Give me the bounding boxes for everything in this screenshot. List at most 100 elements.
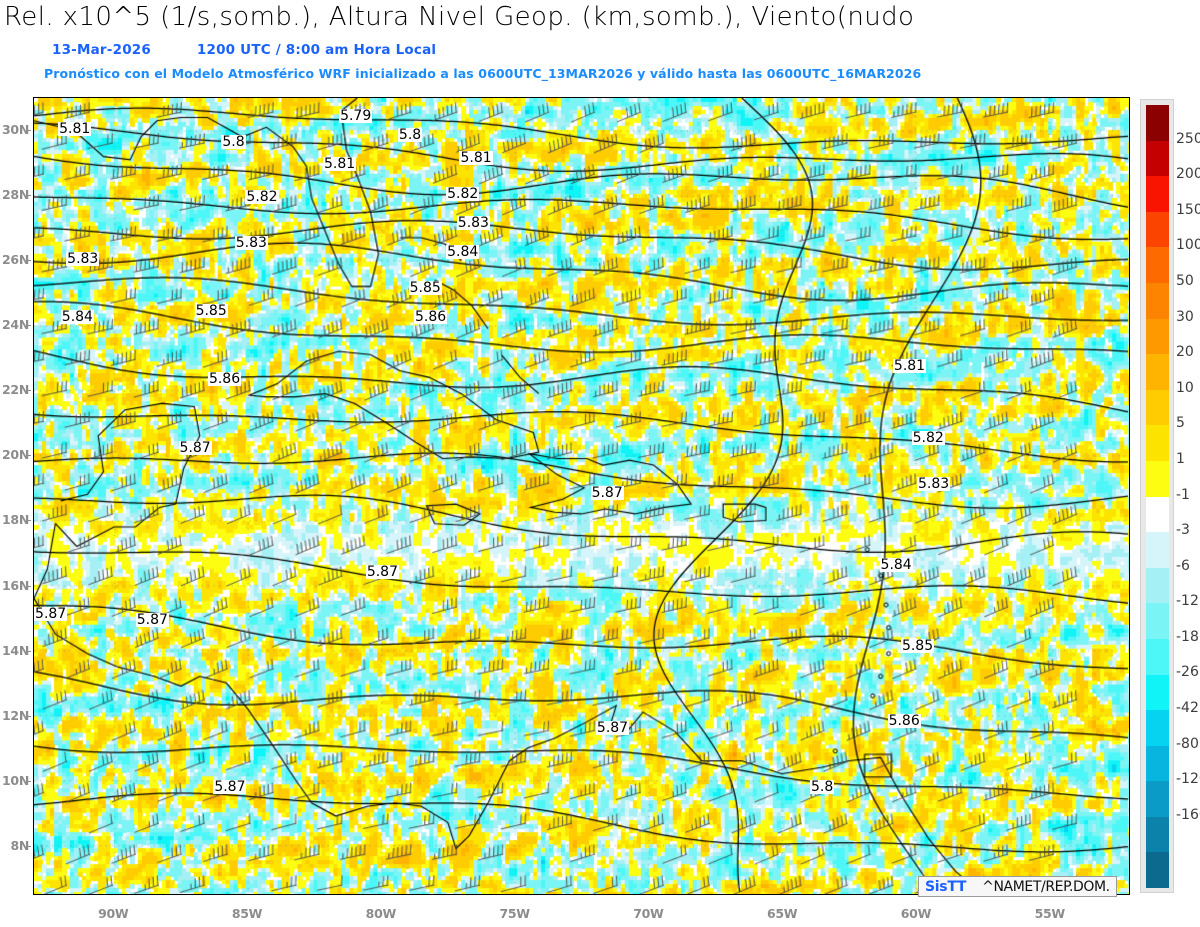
colorbar-label: -18 [1176, 628, 1199, 645]
contour-label: 5.85 [408, 280, 442, 297]
colorbar-swatch [1146, 781, 1169, 817]
latitude-tick-label: 30N [2, 121, 29, 137]
latitude-tick-label: 18N [2, 512, 29, 528]
contour-label: 5.87 [590, 485, 624, 502]
latitude-tick-label: 22N [2, 382, 29, 398]
contour-label: 5.83 [66, 250, 100, 267]
colorbar-swatch [1146, 745, 1169, 782]
colorbar-label: 200 [1176, 166, 1200, 183]
map-raster-layer [34, 98, 1129, 894]
colorbar-swatches [1146, 105, 1169, 889]
latitude-tick-mark [26, 194, 31, 196]
latitude-tick-mark [26, 390, 31, 392]
longitude-tick-label: 75W [499, 906, 530, 921]
colorbar [1140, 99, 1174, 893]
contour-label: 5.84 [60, 309, 94, 326]
contour-label: 5.87 [34, 605, 68, 622]
latitude-tick-mark [26, 781, 31, 782]
colorbar-label: -120 [1176, 771, 1200, 788]
colorbar-swatch [1146, 211, 1169, 248]
contour-label: 5.81 [323, 156, 357, 173]
colorbar-swatch [1146, 638, 1169, 675]
colorbar-swatch [1146, 105, 1169, 141]
latitude-tick-mark [26, 455, 31, 457]
colorbar-swatch [1146, 354, 1169, 390]
longitude-tick-label: 85W [231, 906, 263, 921]
longitude-tick-label: 80W [365, 906, 397, 921]
colorbar-label: -160 [1176, 806, 1200, 823]
colorbar-label: 1 [1176, 450, 1185, 467]
contour-label: 5.83 [456, 215, 490, 232]
contour-label: 5.81 [58, 120, 92, 137]
latitude-tick-label: 12N [2, 707, 29, 723]
contour-label: 5.82 [245, 188, 279, 205]
longitude-tick-label: 65W [767, 906, 798, 921]
contour-label: 5.83 [234, 234, 268, 251]
colorbar-swatch [1146, 816, 1169, 853]
latitude-tick-label: 16N [2, 577, 29, 593]
contour-label: 5.8 [397, 127, 423, 144]
colorbar-swatch [1146, 852, 1169, 889]
contour-label: 5.86 [887, 713, 921, 730]
latitude-tick-label: 14N [2, 642, 29, 658]
contour-label: 5.86 [413, 309, 448, 326]
colorbar-label: 250 [1176, 130, 1200, 147]
sistt-logo: SisTT [925, 878, 967, 895]
contour-label: 5.81 [892, 358, 927, 375]
contour-label: 5.87 [595, 719, 630, 736]
colorbar-swatch [1146, 247, 1169, 283]
contour-label: 5.87 [213, 778, 247, 795]
longitude-tick-label: 70W [633, 906, 664, 921]
colorbar-swatch [1146, 176, 1169, 212]
contour-label: 5.83 [917, 475, 951, 492]
colorbar-label: -26 [1176, 664, 1199, 681]
contour-label: 5.86 [207, 371, 242, 388]
page-title: Rel. x10^5 (1/s,somb.), Altura Nivel Geo… [4, 2, 915, 32]
latitude-tick-mark [26, 650, 31, 652]
colorbar-label: -42 [1176, 700, 1199, 717]
colorbar-swatch [1146, 389, 1169, 426]
header-hour: 1200 UTC / 8:00 am Hora Local [196, 42, 437, 58]
latitude-tick-mark [26, 520, 31, 522]
latitude-tick-mark [26, 846, 31, 848]
colorbar-label: 10 [1176, 379, 1194, 396]
longitude-tick-label: 60W [900, 906, 932, 921]
colorbar-swatch [1146, 425, 1169, 461]
latitude-tick-mark [26, 585, 31, 587]
weather-map[interactable] [33, 97, 1130, 895]
colorbar-swatch [1146, 282, 1169, 319]
header-forecast-note: Pronóstico con el Modelo Atmosférico WRF… [44, 66, 922, 81]
colorbar-swatch [1146, 567, 1169, 604]
contour-label: 5.82 [446, 185, 480, 202]
contour-label: 5.87 [365, 563, 399, 580]
colorbar-label: 100 [1176, 237, 1200, 254]
contour-label: 5.8 [809, 778, 835, 795]
colorbar-label: -80 [1176, 735, 1199, 752]
colorbar-label: -6 [1176, 557, 1190, 574]
contour-label: 5.79 [339, 107, 373, 124]
latitude-tick-mark [26, 325, 31, 326]
colorbar-swatch [1146, 532, 1169, 568]
contour-label: 5.8 [221, 133, 246, 150]
colorbar-swatch [1146, 496, 1169, 533]
latitude-tick-label: 26N [2, 251, 29, 267]
colorbar-swatch [1146, 674, 1169, 711]
latitude-tick-label: 10N [2, 773, 29, 788]
colorbar-label: -3 [1176, 522, 1190, 539]
contour-label: 5.87 [135, 612, 169, 629]
longitude-tick-label: 55W [1034, 906, 1066, 921]
longitude-tick-label: 90W [98, 906, 129, 921]
colorbar-label: 5 [1176, 415, 1185, 432]
colorbar-swatch [1146, 140, 1169, 177]
colorbar-label: -12 [1176, 593, 1199, 610]
latitude-tick-mark [26, 259, 31, 261]
header-datetime: 13-Mar-2026 1200 UTC / 8:00 am Hora Loca… [52, 42, 436, 58]
contour-label: 5.87 [178, 439, 212, 456]
colorbar-swatch [1146, 460, 1169, 497]
colorbar-label: -1 [1176, 486, 1190, 503]
contour-label: 5.84 [446, 244, 480, 261]
header-date: 13-Mar-2026 [52, 42, 151, 58]
latitude-tick-label: 24N [2, 317, 29, 332]
contour-label: 5.82 [911, 430, 945, 446]
contour-label: 5.81 [459, 149, 493, 166]
